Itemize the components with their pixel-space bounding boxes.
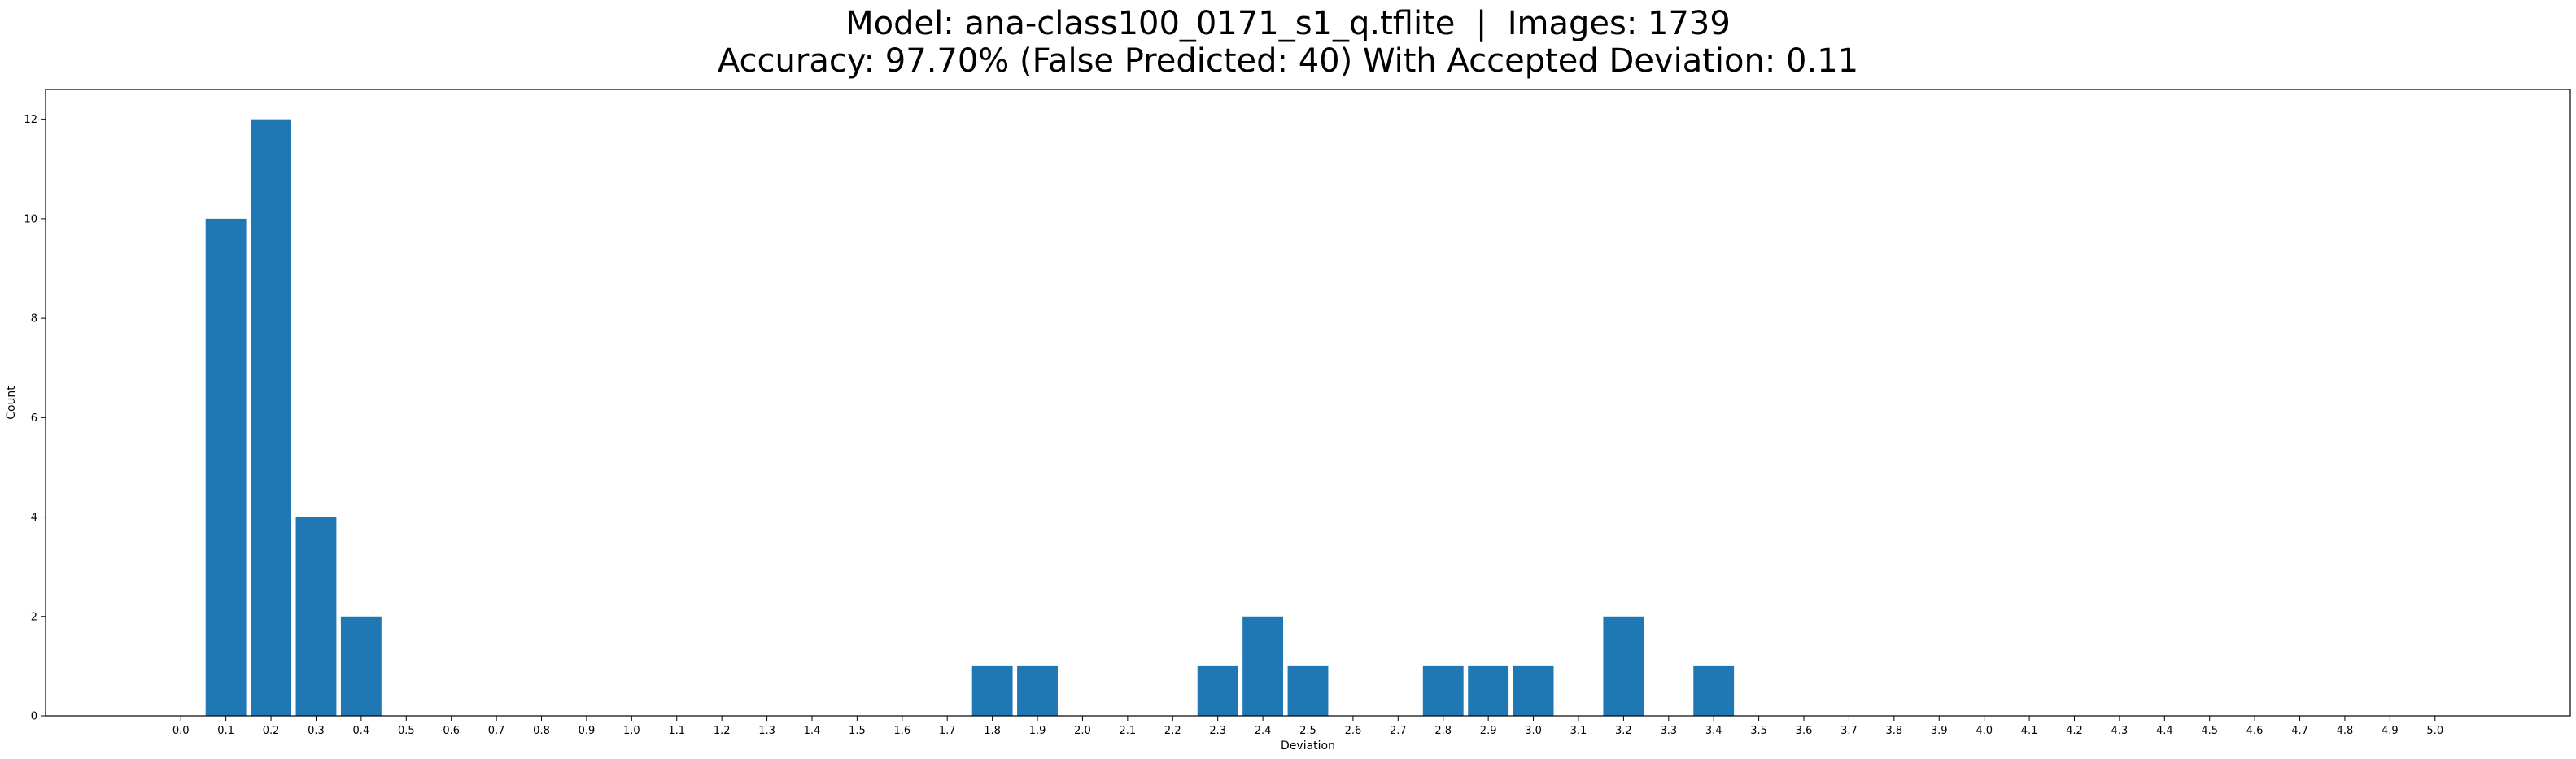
y-tick-label: 8 [31, 313, 37, 325]
x-tick-label: 1.0 [623, 725, 640, 737]
x-tick-label: 2.4 [1255, 725, 1272, 737]
bar-0.1 [205, 218, 247, 716]
x-tick-label: 2.6 [1345, 725, 1362, 737]
x-tick-label: 2.9 [1480, 725, 1497, 737]
x-tick-label: 2.7 [1390, 725, 1407, 737]
title-line-2: Accuracy: 97.70% (False Predicted: 40) W… [717, 42, 1859, 80]
x-tick-label: 0.9 [579, 725, 596, 737]
x-tick-label: 1.7 [939, 725, 956, 737]
y-axis-label: Count [5, 386, 18, 420]
bar-2.8 [1422, 665, 1464, 716]
x-tick-label: 3.2 [1615, 725, 1632, 737]
bar-0.2 [251, 119, 291, 717]
x-tick-label: 1.6 [893, 725, 910, 737]
x-tick-label: 1.8 [984, 725, 1001, 737]
x-tick-label: 4.7 [2291, 725, 2308, 737]
bar-1.9 [1017, 665, 1058, 716]
bar-2.9 [1468, 665, 1509, 716]
x-tick-label: 0.6 [443, 725, 460, 737]
bar-2.3 [1197, 665, 1238, 716]
x-tick-label: 2.5 [1299, 725, 1316, 737]
y-tick-label: 10 [24, 213, 37, 225]
x-tick-label: 4.3 [2111, 725, 2128, 737]
x-tick-label: 3.6 [1796, 725, 1813, 737]
x-tick-label: 1.4 [804, 725, 821, 737]
x-tick-label: 4.2 [2066, 725, 2083, 737]
bar-0.3 [295, 517, 337, 716]
y-axis: 0 2 4 6 8 10 12 [24, 114, 46, 723]
x-tick-label: 4.4 [2156, 725, 2173, 737]
x-tick-label: 1.2 [714, 725, 731, 737]
y-tick-label: 6 [31, 412, 37, 425]
title-line-1: Model: ana-class100_0171_s1_q.tflite | I… [845, 5, 1731, 42]
x-tick-label: 0.2 [263, 725, 280, 737]
y-tick-label: 4 [31, 512, 37, 524]
x-tick-label: 4.6 [2246, 725, 2264, 737]
x-tick-label: 3.9 [1931, 725, 1948, 737]
plot-frame [45, 89, 2571, 717]
x-tick-label: 1.1 [668, 725, 685, 737]
x-tick-label: 3.8 [1885, 725, 1902, 737]
x-tick-label: 2.0 [1074, 725, 1091, 737]
y-tick-label: 2 [31, 611, 37, 623]
x-tick-label: 3.4 [1705, 725, 1722, 737]
x-axis-label: Deviation [1281, 739, 1335, 752]
x-tick-label: 4.1 [2021, 725, 2038, 737]
bar-0.4 [340, 616, 382, 716]
x-axis: 0.0 0.1 0.2 0.3 0.4 0.5 0.6 0.7 0.8 0.9 1.0 1.1 1.2 1… [172, 716, 2443, 737]
x-tick-label: 0.8 [533, 725, 550, 737]
x-tick-label: 2.2 [1164, 725, 1181, 737]
y-tick-label: 0 [31, 711, 37, 723]
x-tick-label: 0.7 [488, 725, 505, 737]
x-tick-label: 4.8 [2337, 725, 2354, 737]
x-tick-label: 2.1 [1120, 725, 1137, 737]
x-tick-label: 4.9 [2382, 725, 2399, 737]
bar-3.2 [1603, 616, 1644, 716]
x-tick-label: 3.0 [1525, 725, 1542, 737]
bar-2.5 [1287, 665, 1329, 716]
x-tick-label: 2.3 [1209, 725, 1226, 737]
x-tick-label: 1.9 [1029, 725, 1046, 737]
chart-title: Model: ana-class100_0171_s1_q.tflite | I… [0, 0, 2576, 80]
x-tick-label: 3.7 [1840, 725, 1858, 737]
bar-group [205, 119, 1735, 717]
x-tick-label: 1.5 [849, 725, 866, 737]
y-tick-label: 12 [24, 114, 37, 126]
bar-3.0 [1513, 665, 1554, 716]
x-tick-label: 0.4 [353, 725, 370, 737]
x-tick-label: 4.5 [2201, 725, 2218, 737]
bar-1.8 [971, 665, 1013, 716]
x-tick-label: 5.0 [2426, 725, 2443, 737]
x-tick-label: 3.5 [1750, 725, 1767, 737]
x-tick-label: 0.1 [217, 725, 234, 737]
x-tick-label: 4.0 [1976, 725, 1993, 737]
bar-2.4 [1242, 616, 1284, 716]
x-tick-label: 3.1 [1570, 725, 1587, 737]
x-tick-label: 0.3 [308, 725, 325, 737]
x-tick-label: 1.3 [758, 725, 775, 737]
x-tick-label: 3.3 [1660, 725, 1677, 737]
x-tick-label: 0.0 [172, 725, 190, 737]
x-tick-label: 2.8 [1434, 725, 1452, 737]
bar-3.4 [1693, 665, 1735, 716]
x-tick-label: 0.5 [398, 725, 415, 737]
